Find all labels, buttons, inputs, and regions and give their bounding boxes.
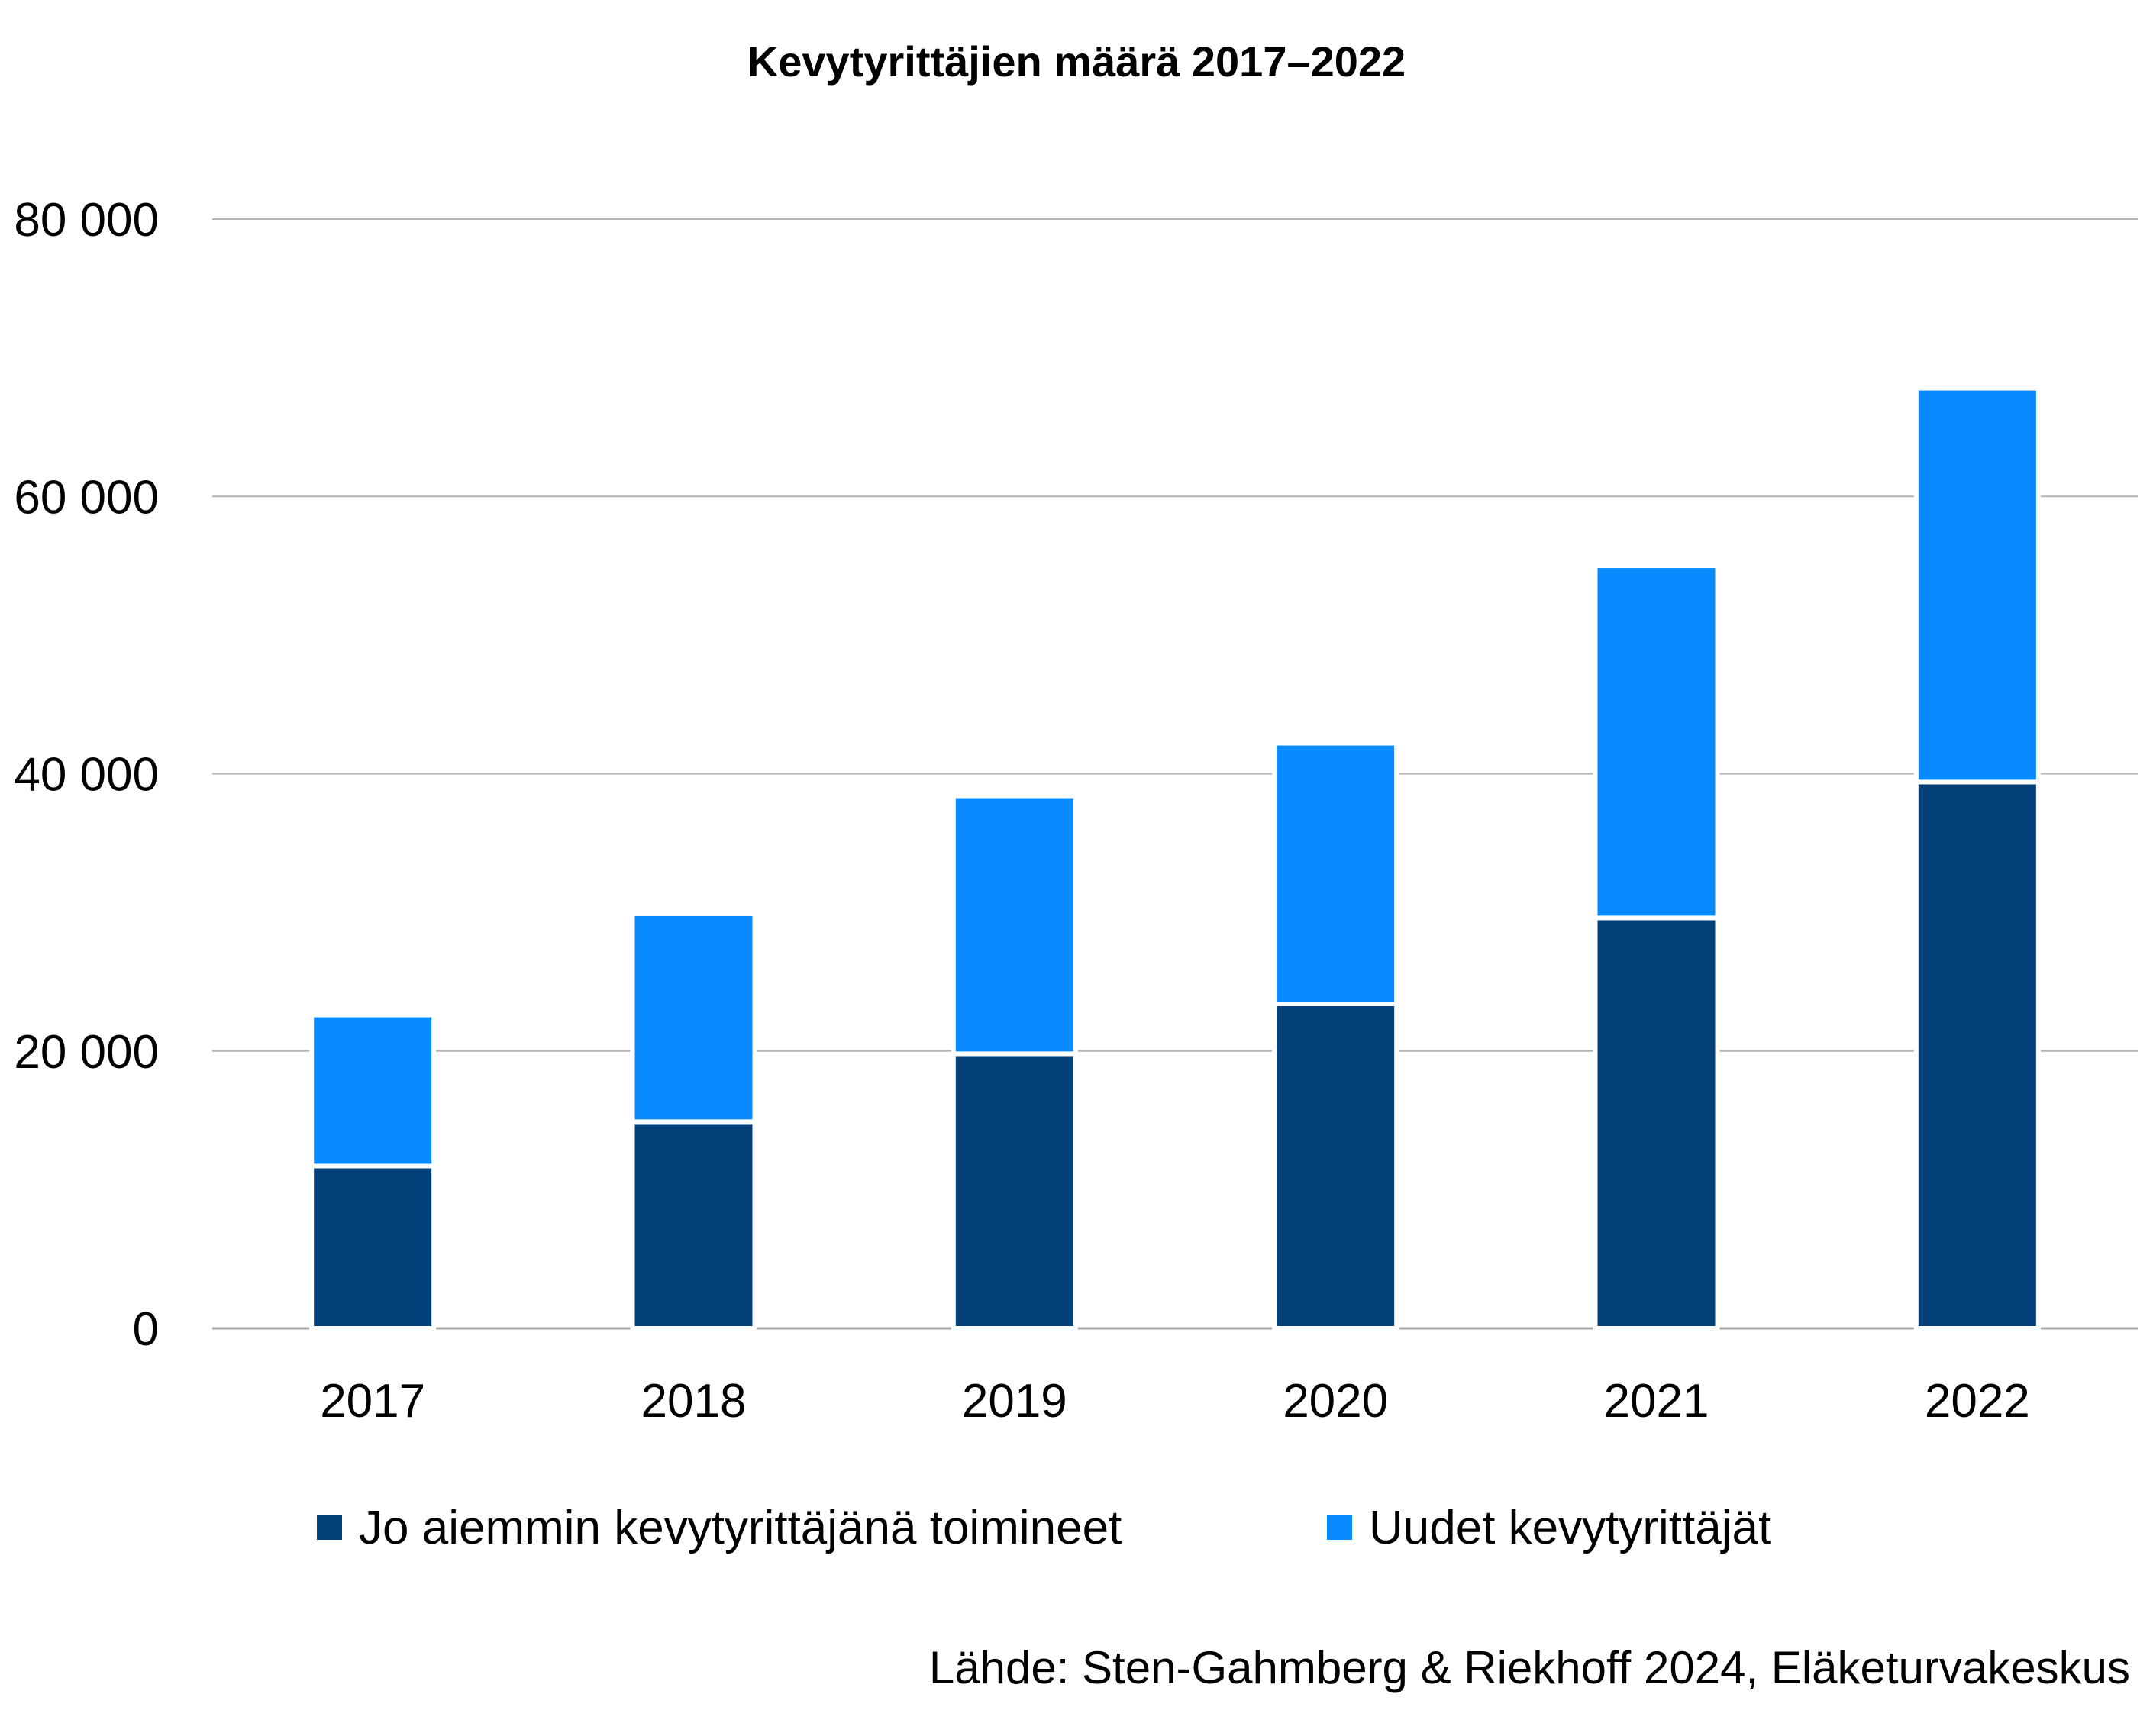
x-tick-label: 2019 bbox=[962, 1375, 1067, 1428]
legend-label: Jo aiemmin kevytyrittäjänä toimineet bbox=[359, 1502, 1122, 1554]
bar-new-2020 bbox=[1272, 741, 1399, 1006]
bar-previous-2020 bbox=[1272, 1001, 1399, 1331]
y-tick-label: 40 000 bbox=[14, 749, 159, 802]
bar-new-2021 bbox=[1593, 563, 1720, 921]
legend-swatch bbox=[317, 1515, 342, 1540]
bar-new-2017 bbox=[309, 1012, 437, 1169]
bar-previous-2017 bbox=[309, 1163, 437, 1331]
x-tick-label: 2021 bbox=[1604, 1375, 1709, 1428]
bar-previous-2018 bbox=[630, 1119, 757, 1331]
x-axis: 2017 2018 2019 2020 2021 2022 bbox=[320, 1375, 2030, 1428]
legend: Jo aiemmin kevytyrittäjänä toimineet Uude… bbox=[317, 1502, 1771, 1554]
bar-previous-2021 bbox=[1593, 915, 1720, 1331]
y-tick-label: 0 bbox=[133, 1303, 159, 1356]
legend-label: Uudet kevytyrittäjät bbox=[1369, 1502, 1771, 1554]
bar-new-2019 bbox=[951, 793, 1078, 1057]
legend-swatch bbox=[1327, 1515, 1352, 1540]
gridlines bbox=[212, 218, 2138, 1330]
y-tick-label: 20 000 bbox=[14, 1026, 159, 1079]
bar-new-2018 bbox=[630, 911, 757, 1125]
bars bbox=[309, 386, 2041, 1331]
x-tick-label: 2018 bbox=[641, 1375, 747, 1428]
bar-previous-2022 bbox=[1913, 779, 2041, 1331]
y-axis: 0 20 000 40 000 60 000 80 000 bbox=[14, 194, 159, 1356]
y-tick-label: 60 000 bbox=[14, 471, 159, 524]
source-note: Lähde: Sten-Gahmberg & Riekhoff 2024, El… bbox=[929, 1642, 2130, 1693]
bar-previous-2019 bbox=[951, 1051, 1078, 1331]
x-tick-label: 2020 bbox=[1283, 1375, 1388, 1428]
chart-title: Kevytyrittäjien määrä 2017–2022 bbox=[747, 37, 1406, 86]
y-tick-label: 80 000 bbox=[14, 194, 159, 247]
bar-new-2022 bbox=[1913, 386, 2041, 785]
x-tick-label: 2017 bbox=[320, 1375, 425, 1428]
x-tick-label: 2022 bbox=[1925, 1375, 2030, 1428]
